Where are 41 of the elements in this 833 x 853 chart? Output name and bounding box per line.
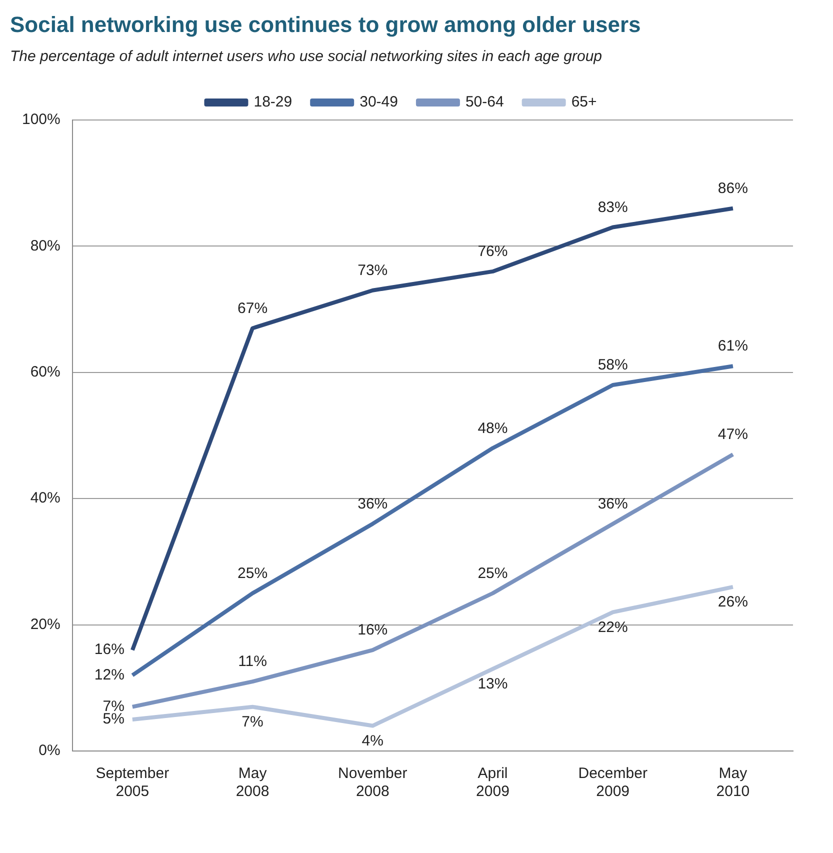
data-label: 67% xyxy=(238,300,268,317)
y-tick-label: 0% xyxy=(38,742,60,760)
data-label: 58% xyxy=(598,356,628,374)
data-label: 22% xyxy=(598,618,628,636)
x-tick-label: September 2005 xyxy=(96,765,170,800)
data-label: 25% xyxy=(478,564,508,582)
y-tick-label: 40% xyxy=(30,490,60,507)
x-tick-label: May 2010 xyxy=(716,765,750,800)
y-tick-label: 100% xyxy=(22,111,60,128)
data-label: 12% xyxy=(94,666,124,684)
chart-subtitle: The percentage of adult internet users who use social networking sites in each age group xyxy=(10,48,604,65)
data-label: 86% xyxy=(718,180,748,197)
y-tick-label: 60% xyxy=(30,364,60,381)
x-tick-label: April 2009 xyxy=(476,765,510,800)
legend-label: 18-29 xyxy=(254,94,292,111)
legend-label: 50-64 xyxy=(465,94,504,111)
data-label: 61% xyxy=(718,338,748,355)
data-label: 48% xyxy=(478,420,508,437)
data-label: 16% xyxy=(94,641,124,658)
legend-label: 65+ xyxy=(571,94,598,111)
data-label: 16% xyxy=(358,622,388,639)
data-label: 11% xyxy=(238,653,267,670)
data-label: 5% xyxy=(102,710,124,728)
data-label: 76% xyxy=(478,243,508,260)
x-tick-label: December 2009 xyxy=(578,765,648,800)
data-label: 36% xyxy=(598,495,628,512)
x-tick-label: May 2008 xyxy=(236,765,270,800)
x-tick-label: November 2008 xyxy=(338,765,408,800)
data-label: 73% xyxy=(358,262,388,280)
chart-title: Social networking use continues to grow among older users xyxy=(10,12,642,38)
legend-label: 30-49 xyxy=(360,94,398,111)
y-tick-label: 20% xyxy=(30,616,60,633)
data-label: 36% xyxy=(358,495,388,512)
data-label: 7% xyxy=(242,713,264,730)
data-label: 47% xyxy=(718,426,748,444)
data-label: 26% xyxy=(718,594,748,611)
data-label: 83% xyxy=(598,198,628,216)
data-label: 4% xyxy=(362,732,384,750)
y-tick-label: 80% xyxy=(30,237,60,254)
data-label: 13% xyxy=(478,676,508,693)
data-label: 25% xyxy=(238,564,268,582)
